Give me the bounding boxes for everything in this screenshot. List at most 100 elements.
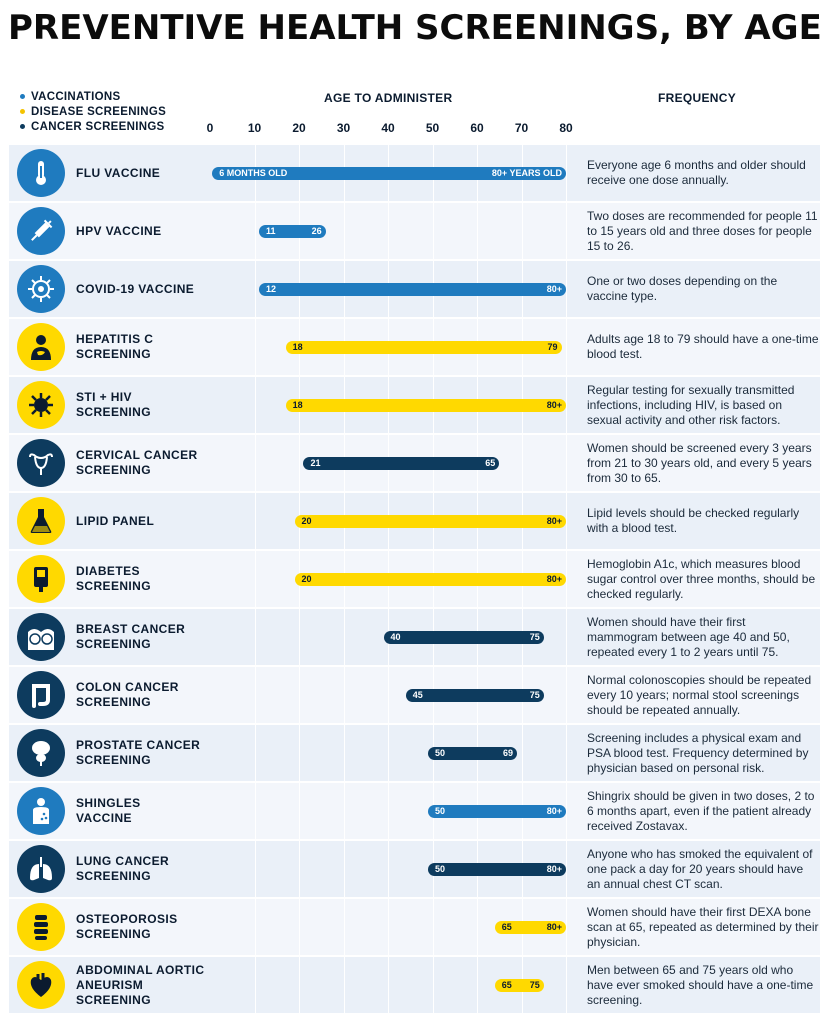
x-tick-label: 30 <box>336 121 351 135</box>
bar-end-label: 80+ <box>546 284 562 294</box>
legend-item-disease: DISEASE SCREENINGS <box>20 105 166 120</box>
gridline <box>566 435 567 491</box>
row-label: COLON CANCER SCREENING <box>76 680 179 709</box>
gridline <box>566 957 567 1013</box>
gridline <box>254 841 256 897</box>
gridline <box>566 899 567 955</box>
chart-row: COLON CANCER SCREENING 45 75 Normal colonos… <box>9 667 820 723</box>
gridline <box>254 899 256 955</box>
age-range-bar: 40 75 <box>383 631 544 644</box>
bar-start-label: 18 <box>292 400 303 410</box>
gridline <box>254 551 256 607</box>
frequency-header: FREQUENCY <box>658 91 737 105</box>
bar-end-label: 80+ <box>546 574 562 584</box>
bar-start-label: 45 <box>412 690 423 700</box>
age-range-bar: 21 65 <box>303 457 500 470</box>
gridline <box>343 203 345 259</box>
gridline <box>343 899 345 955</box>
gridline <box>432 957 434 1013</box>
heart-icon <box>17 961 65 1009</box>
bar-end-label: 80+ <box>546 806 562 816</box>
chart-row: LUNG CANCER SCREENING 50 80+ Anyone who has… <box>9 841 820 897</box>
x-tick-label: 70 <box>514 121 529 135</box>
legend: VACCINATIONS DISEASE SCREENINGS CANCER S… <box>20 90 166 135</box>
gridline <box>254 957 256 1013</box>
syringe-icon <box>17 207 65 255</box>
gridline <box>299 609 300 665</box>
age-range-bar: 65 75 <box>494 979 544 992</box>
chart-rows: FLU VACCINE 6 MONTHS OLD 80+ YEARS OLD Ever… <box>9 145 820 1015</box>
gridline <box>566 551 567 607</box>
age-range-bar: 20 80+ <box>294 573 566 586</box>
gridline <box>566 261 567 317</box>
frequency-text: Women should have their first mammogram … <box>587 614 790 659</box>
liver-person-icon <box>17 323 65 371</box>
legend-label: CANCER SCREENINGS <box>31 121 165 133</box>
age-range-bar: 18 79 <box>285 341 562 354</box>
bar-start-label: 50 <box>435 864 446 874</box>
germ-icon <box>17 381 65 429</box>
frequency-text: Shingrix should be given in two doses, 2… <box>587 788 815 833</box>
chart-row: FLU VACCINE 6 MONTHS OLD 80+ YEARS OLD Ever… <box>9 145 820 201</box>
gridline <box>343 609 345 665</box>
gridline <box>299 725 300 781</box>
page-title: PREVENTIVE HEALTH SCREENINGS, BY AGE <box>8 8 822 48</box>
breast-icon <box>17 613 65 661</box>
gridline <box>477 899 478 955</box>
gridline <box>343 783 345 839</box>
frequency-text: Regular testing for sexually transmitted… <box>587 382 795 427</box>
gridline <box>254 261 256 317</box>
bar-end-label: 80+ YEARS OLD <box>491 168 562 178</box>
gridline <box>299 957 300 1013</box>
gridline <box>566 203 567 259</box>
gridline <box>254 609 256 665</box>
bar-end-label: 75 <box>529 690 540 700</box>
legend-item-vaccinations: VACCINATIONS <box>20 90 166 105</box>
gridline <box>254 435 256 491</box>
gridline <box>343 725 345 781</box>
frequency-text: Adults age 18 to 79 should have a one-ti… <box>587 332 819 361</box>
chart-row: HPV VACCINE 11 26 Two doses are recommended… <box>9 203 820 259</box>
frequency-text: One or two doses depending on the vaccin… <box>587 274 778 303</box>
frequency-text: Men between 65 and 75 years old who have… <box>587 962 814 1007</box>
frequency-text: Anyone who has smoked the equivalent of … <box>587 846 813 891</box>
chart-row: DIABETES SCREENING 20 80+ Hemoglobin A1c, w… <box>9 551 820 607</box>
age-range-bar: 20 80+ <box>294 515 566 528</box>
gridline <box>299 841 300 897</box>
gridline <box>566 609 567 665</box>
bar-start-label: 65 <box>501 922 512 932</box>
thermometer-icon <box>17 149 65 197</box>
gridline <box>388 899 389 955</box>
frequency-text: Women should be screened every 3 years f… <box>587 440 812 485</box>
bar-end-label: 75 <box>529 980 540 990</box>
gridline <box>521 203 523 259</box>
gridline <box>343 957 345 1013</box>
legend-label: VACCINATIONS <box>31 91 121 103</box>
bar-end-label: 69 <box>503 748 514 758</box>
age-header: AGE TO ADMINISTER <box>324 91 453 105</box>
row-label: LIPID PANEL <box>76 513 155 528</box>
x-tick-label: 40 <box>381 121 395 135</box>
row-label: ABDOMINAL AORTIC ANEURISM SCREENING <box>76 962 205 1007</box>
row-label: CERVICAL CANCER SCREENING <box>76 448 198 477</box>
gridline <box>566 783 567 839</box>
frequency-text: Everyone age 6 months and older should r… <box>587 158 806 187</box>
age-range-bar: 65 80+ <box>494 921 566 934</box>
gridline <box>432 203 434 259</box>
gridline <box>299 783 300 839</box>
frequency-text: Normal colonoscopies should be repeated … <box>587 672 812 717</box>
gridline <box>299 667 300 723</box>
frequency-text: Two doses are recommended for people 11 … <box>587 208 818 253</box>
bar-start-label: 6 MONTHS OLD <box>219 168 288 178</box>
gridline <box>521 435 523 491</box>
gridline <box>254 377 256 433</box>
bar-start-label: 20 <box>301 516 312 526</box>
virus-icon <box>17 265 65 313</box>
row-label: HEPATITIS C SCREENING <box>76 332 154 361</box>
uterus-icon <box>17 439 65 487</box>
gridline <box>566 145 567 201</box>
chart-row: OSTEOPOROSIS SCREENING 65 80+ Women should … <box>9 899 820 955</box>
bar-end-label: 79 <box>547 342 558 352</box>
row-label: DIABETES SCREENING <box>76 564 151 593</box>
chart-row: CERVICAL CANCER SCREENING 21 65 Women shoul… <box>9 435 820 491</box>
